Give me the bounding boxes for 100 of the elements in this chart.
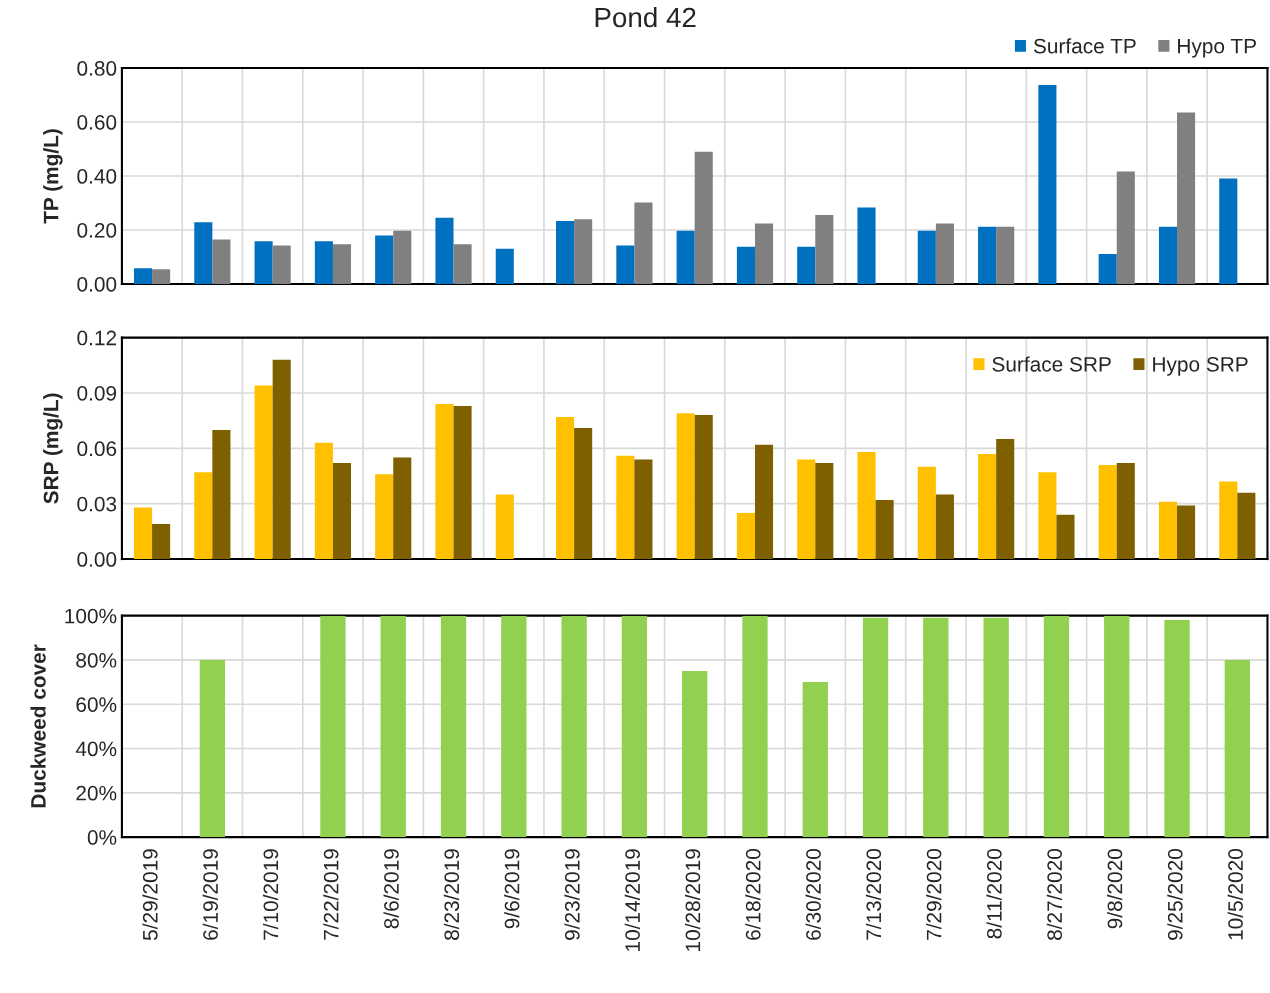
bar: [1219, 178, 1238, 284]
x-tick-label: 10/5/2020: [1227, 849, 1243, 940]
bar: [634, 459, 653, 560]
bar: [1098, 464, 1117, 560]
y-axis-title: SRP (mg/L): [43, 393, 63, 504]
bar: [556, 221, 575, 284]
bar: [742, 615, 768, 838]
bar: [923, 617, 949, 838]
bar: [393, 457, 412, 560]
bar: [1104, 615, 1130, 838]
bar: [1219, 481, 1238, 560]
bar: [133, 507, 153, 560]
bar: [332, 463, 352, 560]
bar: [616, 245, 635, 284]
bar: [152, 524, 171, 560]
x-tick-label: 7/22/2019: [323, 849, 339, 940]
bar: [561, 615, 587, 838]
bar: [375, 474, 394, 560]
x-tick-label: 8/23/2019: [443, 849, 460, 940]
bar: [978, 453, 997, 560]
y-tick-label: 0%: [87, 830, 117, 845]
bar: [212, 239, 231, 284]
y-tick-label: 0.12: [77, 330, 117, 346]
y-tick-label: 0.09: [77, 385, 117, 401]
legend-label: Hypo SRP: [1153, 356, 1248, 376]
y-tick-label: 100%: [65, 608, 117, 624]
bar: [694, 151, 713, 284]
bar: [754, 223, 774, 284]
bar: [254, 385, 273, 560]
x-tick-label: 9/6/2019: [504, 849, 520, 929]
bar: [616, 455, 635, 560]
bar: [1158, 501, 1178, 560]
bar: [857, 452, 876, 560]
bar: [453, 244, 472, 284]
bar: [1038, 472, 1057, 560]
x-tick-label: 9/8/2020: [1107, 849, 1123, 929]
x-tick-label: 5/29/2019: [142, 849, 158, 941]
bar: [857, 207, 876, 284]
y-axis-title: TP (mg/L): [43, 129, 63, 224]
y-tick-label: 60%: [76, 697, 117, 712]
bar: [802, 682, 828, 838]
bar: [1177, 505, 1196, 560]
bar: [272, 245, 291, 284]
legend-label: Surface SRP: [992, 356, 1111, 372]
bar: [917, 230, 936, 284]
bar: [862, 617, 889, 838]
y-tick-label: 0.00: [77, 552, 117, 567]
bar: [199, 659, 226, 838]
bar: [574, 219, 593, 284]
bar: [754, 444, 774, 560]
x-tick-label: 8/11/2020: [986, 849, 1002, 939]
bar: [380, 615, 406, 838]
x-tick-label: 8/27/2020: [1046, 849, 1063, 940]
bar: [1098, 254, 1117, 284]
bar: [393, 230, 412, 284]
y-tick-label: 80%: [76, 652, 117, 668]
bar: [495, 248, 514, 284]
y-tick-label: 0.60: [77, 115, 117, 130]
bar: [797, 246, 816, 284]
bar: [1043, 615, 1070, 838]
bar: [435, 404, 454, 560]
bar: [736, 246, 755, 284]
chart-title: Pond 42: [595, 6, 696, 28]
y-tick-label: 40%: [75, 741, 117, 757]
bar: [621, 615, 648, 838]
bar: [815, 463, 834, 560]
y-tick-label: 0.06: [77, 441, 117, 457]
y-tick-label: 0.00: [77, 277, 117, 292]
bar: [797, 459, 816, 560]
bar: [676, 230, 695, 284]
bar: [935, 223, 954, 284]
x-tick-label: 10/28/2019: [684, 849, 701, 951]
x-tick-label: 7/13/2020: [865, 849, 882, 940]
x-tick-label: 9/25/2020: [1167, 849, 1183, 940]
bar: [332, 244, 352, 284]
bar: [254, 241, 273, 284]
legend-label: Surface TP: [1033, 38, 1136, 54]
bar: [815, 214, 834, 284]
bar: [1116, 171, 1135, 284]
bar: [194, 222, 213, 284]
bar: [375, 235, 394, 284]
bar: [440, 615, 467, 838]
bar: [1056, 514, 1075, 560]
bar: [1164, 620, 1190, 838]
x-tick-label: 6/19/2019: [202, 849, 218, 940]
bar: [272, 359, 291, 560]
bar: [133, 268, 153, 284]
bar: [935, 494, 954, 560]
x-tick-label: 10/14/2019: [624, 849, 640, 951]
bar: [152, 269, 171, 284]
bar: [435, 217, 454, 284]
x-tick-label: 8/6/2019: [383, 849, 399, 929]
bar: [978, 226, 997, 284]
legend-label: Hypo TP: [1178, 38, 1256, 58]
x-tick-label: 6/18/2020: [745, 849, 761, 940]
bar: [1116, 463, 1135, 560]
bar: [875, 500, 894, 560]
bar: [694, 415, 713, 560]
x-tick-label: 7/29/2020: [926, 849, 942, 940]
bar: [676, 413, 695, 560]
